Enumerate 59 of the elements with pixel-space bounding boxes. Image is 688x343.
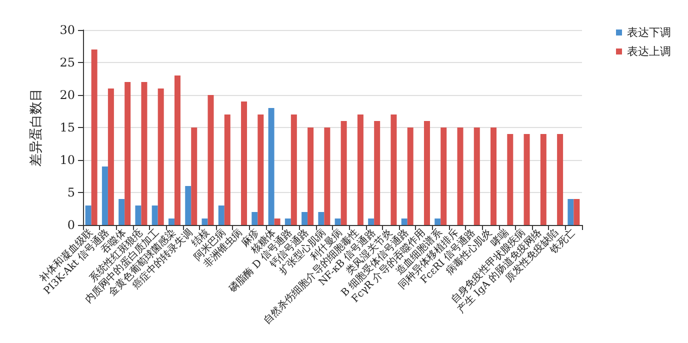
y-tick-label: 5 — [67, 186, 75, 200]
bar — [102, 166, 108, 225]
bar — [374, 121, 380, 225]
y-tick-label: 15 — [60, 120, 75, 134]
bar — [124, 82, 131, 225]
bar — [252, 212, 258, 225]
legend-label: 表达上调 — [627, 45, 671, 58]
bar — [141, 82, 148, 225]
bar — [208, 95, 214, 225]
bar — [334, 218, 341, 225]
bar — [524, 134, 530, 225]
bar — [191, 128, 198, 225]
bar — [324, 128, 330, 225]
bar — [241, 102, 248, 225]
bar — [258, 114, 264, 225]
bar — [457, 128, 464, 225]
bar — [424, 121, 430, 225]
bar — [440, 128, 447, 225]
y-tick-label: 10 — [60, 153, 75, 167]
bar — [302, 212, 308, 225]
bar — [158, 88, 164, 225]
bar — [318, 212, 324, 225]
bar — [574, 199, 580, 225]
bar — [202, 218, 208, 225]
bar — [557, 134, 564, 225]
bar — [174, 76, 180, 225]
bar — [540, 134, 546, 225]
bar — [357, 114, 364, 225]
bar — [568, 199, 574, 225]
bar — [474, 128, 480, 225]
bar — [268, 108, 274, 225]
bar — [168, 218, 174, 225]
legend-label: 表达下调 — [627, 26, 671, 39]
bar — [401, 218, 408, 225]
y-tick-label: 25 — [60, 56, 75, 70]
bar — [218, 206, 224, 225]
bar — [434, 218, 441, 225]
bar — [135, 206, 142, 225]
bar — [290, 114, 297, 225]
y-axis-title: 差异蛋白数目 — [29, 88, 44, 166]
bar — [91, 50, 98, 225]
bar — [85, 206, 92, 225]
bar — [274, 218, 280, 225]
bar — [368, 218, 374, 225]
bar — [108, 88, 114, 225]
y-tick-label: 30 — [60, 23, 75, 37]
bar — [185, 186, 192, 225]
bar — [340, 121, 347, 225]
bar — [224, 114, 230, 225]
bar — [152, 206, 158, 225]
bar — [118, 199, 125, 225]
y-tick-label: 20 — [60, 88, 75, 102]
bar — [390, 114, 397, 225]
bar — [507, 134, 514, 225]
y-tick-label: 0 — [67, 218, 75, 232]
bar — [284, 218, 291, 225]
bar — [407, 128, 414, 225]
bar — [308, 128, 314, 225]
bar — [490, 128, 497, 225]
